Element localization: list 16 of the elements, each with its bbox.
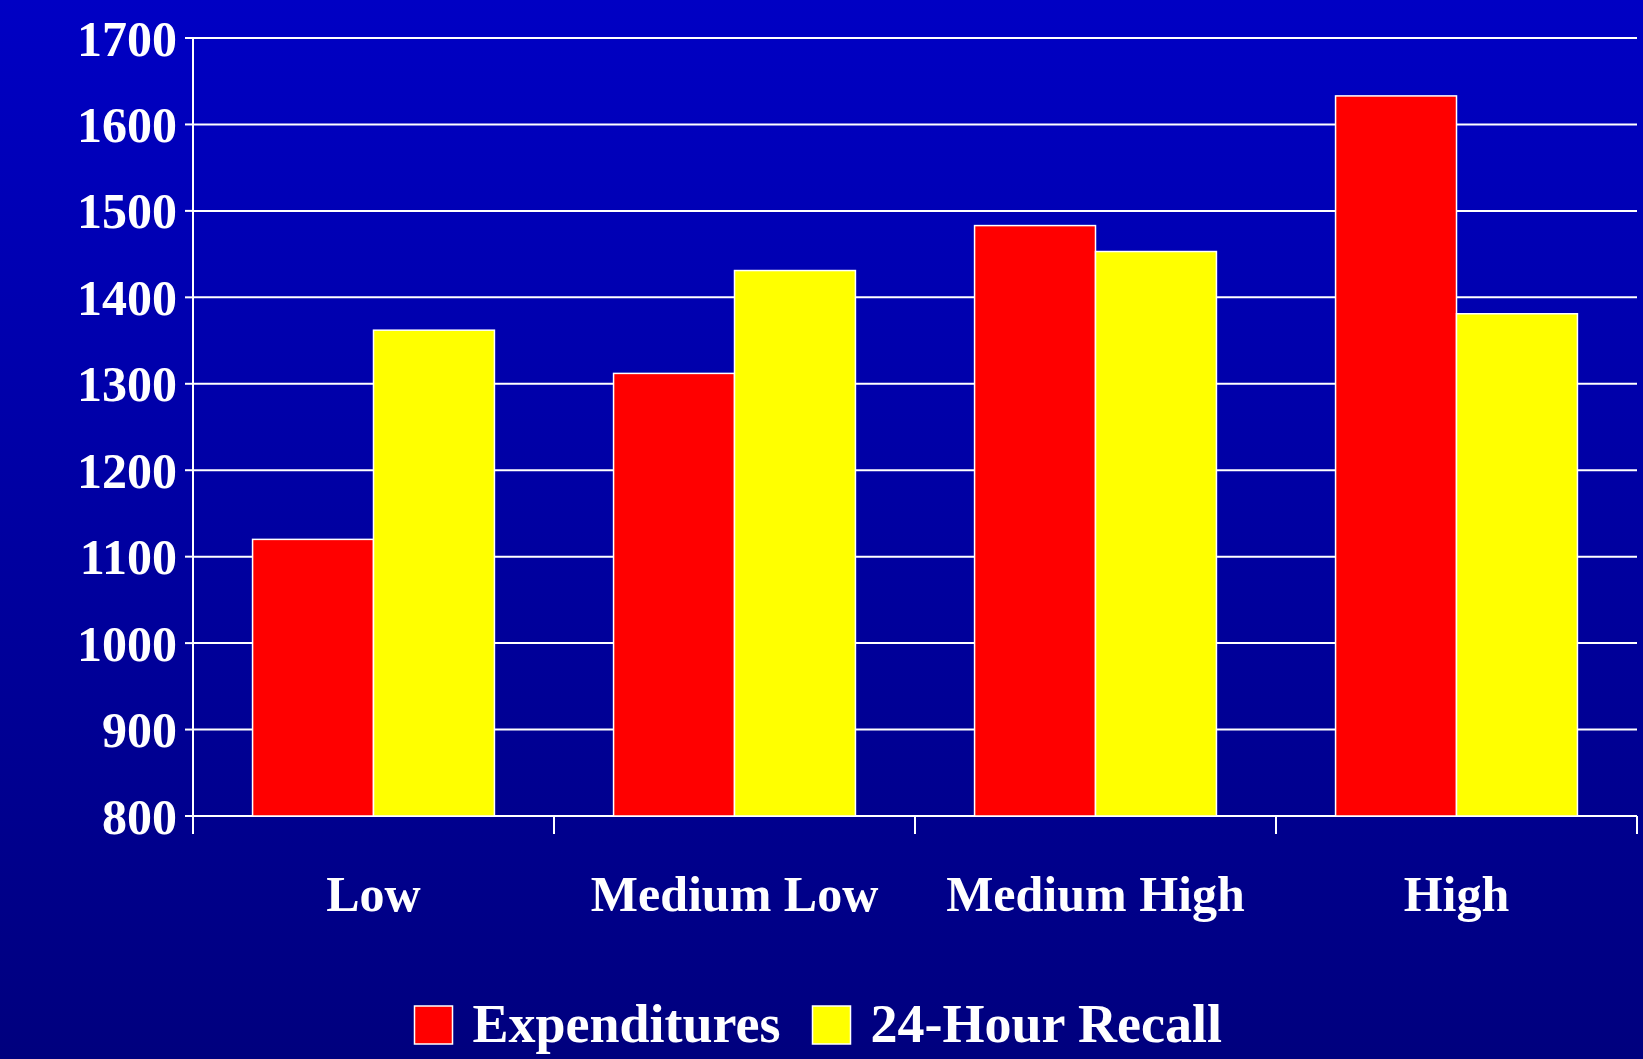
x-tick-label: High [1403,866,1510,922]
y-tick-label: 1100 [79,529,177,586]
y-tick-label: 1400 [77,269,177,326]
x-tick-label: Medium High [946,866,1245,922]
x-tick-label: Low [326,866,421,922]
y-tick-label: 1300 [77,356,177,413]
y-tick-label: 900 [102,702,177,759]
y-tick-label: 1600 [77,96,177,153]
legend-label: Expenditures [472,994,781,1054]
y-tick-label: 1000 [77,615,177,672]
x-tick-label: Medium Low [590,866,879,922]
y-tick-label: 1200 [77,442,177,499]
legend-label: 24-Hour Recall [870,994,1222,1054]
y-tick-label: 1500 [77,183,177,240]
y-tick-label: 800 [102,788,177,845]
y-tick-label: 1700 [77,10,177,67]
